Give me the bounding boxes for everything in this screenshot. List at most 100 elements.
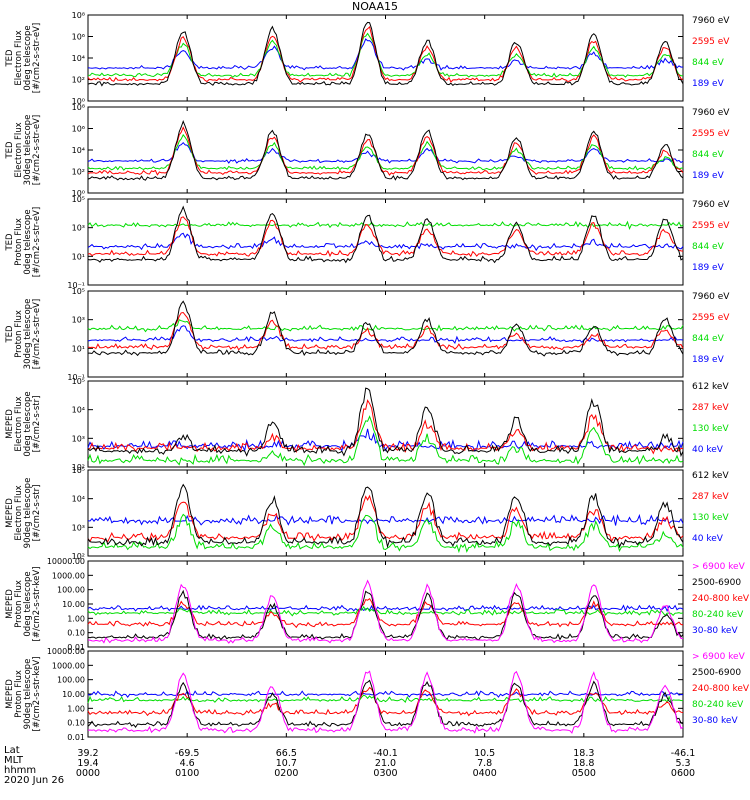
y-tick-label: 10³	[72, 224, 85, 233]
y-tick-label: 10¹	[72, 344, 85, 353]
series-line-3	[87, 513, 684, 554]
legend-entry: 612 keV	[692, 471, 729, 481]
series-line-3	[87, 686, 684, 717]
x-mlt-label: 18.8	[573, 758, 594, 769]
y-axis-label: MEPED	[5, 409, 15, 439]
y-tick-label: 10³	[72, 316, 85, 325]
legend-entry: 844 eV	[692, 150, 725, 160]
legend-entry: 2500-6900	[692, 578, 741, 588]
x-hhmm-label: 0400	[473, 768, 497, 779]
y-tick-label: 1.00	[67, 614, 85, 623]
y-axis-label: [#/cm2-s-str-eV]	[32, 23, 42, 93]
panel-6: 10² 10³ 10⁴ 10⁵ MEPED Electron Flux 90deg tele…	[5, 466, 729, 561]
series-line-2	[87, 25, 684, 83]
series-line-2	[87, 399, 684, 455]
y-axis-label: [#/cm2-s-str-eV]	[32, 299, 42, 369]
legend-entry: 189 eV	[692, 79, 725, 89]
y-axis-label: MEPED	[5, 498, 15, 528]
y-tick-label: 0.01	[67, 733, 85, 742]
y-axis-label: [#/cm2-s-str-eV]	[32, 115, 42, 185]
legend-entry: 30-80 keV	[692, 716, 738, 726]
series-line-3	[87, 220, 684, 230]
y-axis-label: [#/cm2-s-str]	[32, 396, 42, 453]
legend-entry: 30-80 keV	[692, 626, 738, 636]
x-mlt-label: 5.3	[675, 758, 690, 769]
panel-frame	[87, 469, 684, 557]
x-lat-label: 10.5	[474, 748, 495, 759]
legend-entry: 844 eV	[692, 334, 725, 344]
legend-entry: 2500-6900	[692, 668, 741, 678]
y-axis-label: 0deg telescope	[23, 209, 33, 274]
legend-entry: 287 keV	[692, 403, 729, 413]
x-mlt-label: 7.8	[477, 758, 492, 769]
y-axis-label: Proton Flux	[14, 580, 24, 628]
legend-entry: 80-240 keV	[692, 700, 744, 710]
y-axis-label: [#/cm2-s-str]	[32, 485, 42, 542]
x-lat-label: -46.1	[671, 748, 696, 759]
mlt-row-label: MLT	[4, 755, 23, 766]
y-tick-label: 10⁵	[72, 195, 85, 204]
y-tick-label: 10³	[72, 434, 85, 443]
y-axis-label: Electron Flux	[14, 122, 24, 177]
legend-entry: 40 keV	[692, 445, 724, 455]
panel-4: 10⁻¹ 10¹ 10³ 10⁵ TED Proton Flux 30deg telesco…	[5, 287, 730, 382]
y-tick-label: 100.00	[57, 676, 85, 685]
series-line-2	[87, 216, 684, 258]
legend-entry: 2595 eV	[692, 37, 730, 47]
x-lat-label: 18.3	[573, 748, 594, 759]
x-hhmm-label: 0200	[274, 768, 298, 779]
y-tick-label: 10⁵	[72, 377, 85, 386]
panel-8: 0.01 0.10 1.00 10.00 100.00 1000.00 10000.00 ME…	[5, 647, 750, 742]
lat-row-label: Lat	[4, 745, 20, 756]
y-axis-label: Electron Flux	[14, 396, 24, 451]
legend-entry: 2595 eV	[692, 221, 730, 231]
series-line-3	[87, 597, 684, 629]
legend-entry: 7960 eV	[692, 16, 730, 26]
x-mlt-label: 4.6	[180, 758, 195, 769]
y-tick-label: 10⁵	[72, 466, 85, 475]
y-axis-label: TED	[5, 325, 15, 344]
legend-entry: 189 eV	[692, 263, 725, 273]
series-line-1	[87, 387, 684, 458]
legend-entry: > 6900 keV	[692, 652, 746, 662]
y-axis-label: Electron Flux	[14, 485, 24, 540]
y-axis-label: TED	[5, 233, 15, 252]
series-line-3	[87, 415, 684, 467]
x-hhmm-label: 0500	[572, 768, 596, 779]
y-tick-label: 10⁸	[72, 11, 85, 20]
panel-5: 10² 10³ 10⁴ 10⁵ MEPED Electron Flux 0deg teles…	[5, 377, 729, 472]
hhmm-row-label: hhmm	[4, 765, 37, 776]
panel-frame	[87, 14, 684, 102]
series-line-4	[87, 605, 684, 617]
legend-entry: 40 keV	[692, 534, 724, 544]
legend-entry: 189 eV	[692, 355, 725, 365]
y-axis-label: TED	[5, 141, 15, 160]
y-tick-label: 10⁵	[72, 287, 85, 296]
y-tick-label: 1000.00	[52, 661, 85, 670]
y-axis-label: Proton Flux	[14, 670, 24, 718]
y-tick-label: 10000.00	[47, 647, 85, 656]
y-axis-label: 0deg telescope	[23, 25, 33, 90]
y-tick-label: 10.00	[62, 600, 85, 609]
y-axis-label: MEPED	[5, 679, 15, 709]
panel-2: 10⁰ 10² 10⁴ 10⁶ 10⁸ TED Electron Flux 30deg tel…	[5, 103, 730, 198]
date-label: 2020 Jun 26	[4, 775, 65, 786]
x-lat-label: 39.2	[77, 748, 98, 759]
x-hhmm-label: 0600	[671, 768, 695, 779]
legend-entry: 7960 eV	[692, 108, 730, 118]
y-tick-label: 10²	[72, 168, 85, 177]
series-line-1	[87, 483, 684, 549]
y-tick-label: 10⁴	[72, 54, 85, 63]
x-mlt-label: 21.0	[375, 758, 396, 769]
figure-title: NOAA15	[351, 0, 399, 13]
y-tick-label: 10⁶	[72, 33, 85, 42]
series-line-2	[87, 311, 684, 351]
legend-entry: 7960 eV	[692, 292, 730, 302]
legend-entry: 80-240 keV	[692, 610, 744, 620]
y-tick-label: 10⁴	[72, 406, 85, 415]
y-axis-label: [#/cm2-s-str-keV]	[32, 567, 42, 642]
y-tick-label: 10²	[72, 76, 85, 85]
y-axis-label: 0deg telescope	[23, 571, 33, 636]
y-axis-label: TED	[5, 49, 15, 68]
y-axis-label: Electron Flux	[14, 30, 24, 85]
